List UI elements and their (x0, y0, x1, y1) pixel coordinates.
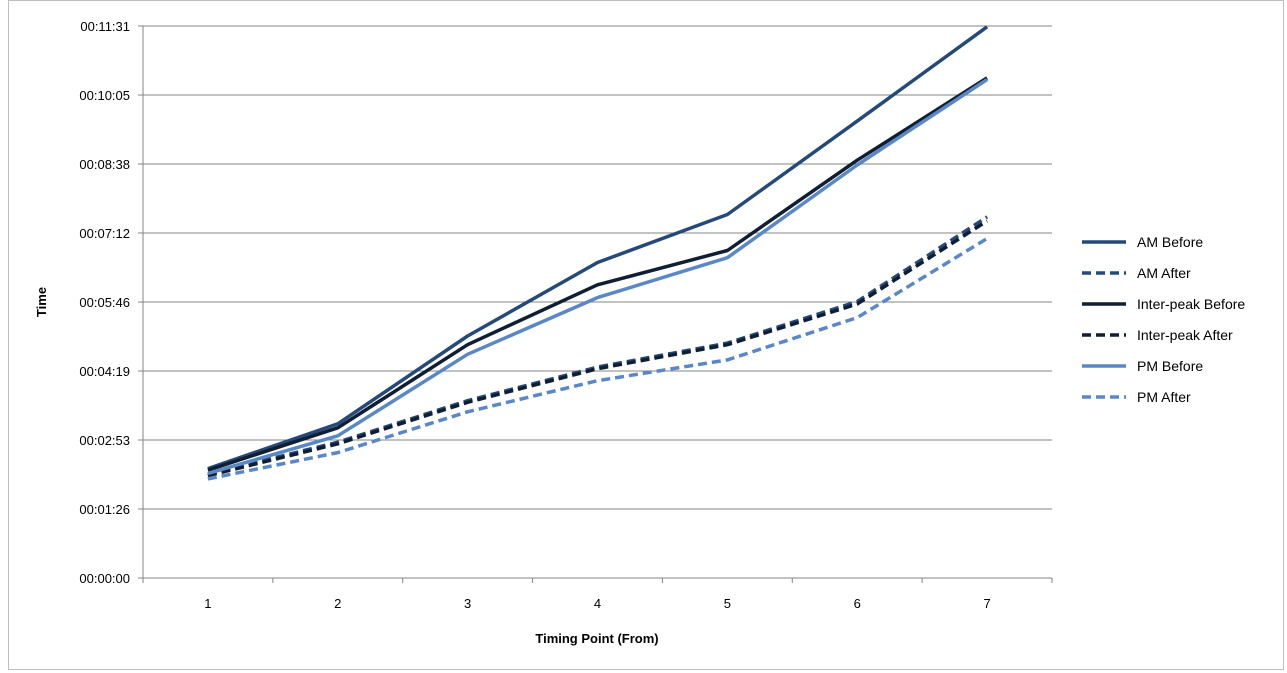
y-tick-label: 00:07:12 (79, 226, 130, 241)
x-tick-label: 5 (724, 596, 731, 611)
legend: AM Before AM After Inter-peak Before Inter-… (1082, 234, 1245, 405)
y-tick-label: 00:02:53 (79, 433, 130, 448)
y-tick-labels: 00:00:00 00:01:26 00:02:53 00:04:19 00:05:46… (79, 19, 130, 586)
axes (142, 26, 1052, 579)
y-tick-label: 00:00:00 (79, 571, 130, 586)
legend-label-pm-after: PM After (1137, 389, 1191, 405)
y-tick-label: 00:08:38 (79, 157, 130, 172)
gridlines (138, 25, 1052, 579)
x-tick-label: 1 (204, 596, 211, 611)
y-tick-label: 00:04:19 (79, 364, 130, 379)
series-lines (207, 25, 989, 481)
series-line-am-before (207, 25, 989, 471)
y-tick-label: 00:01:26 (79, 502, 130, 517)
chart-area (8, 0, 1284, 670)
legend-label-inter-peak-after: Inter-peak After (1137, 327, 1233, 343)
x-tick-label: 7 (983, 596, 990, 611)
legend-label-am-before: AM Before (1137, 234, 1203, 250)
series-line-pm-after (207, 237, 989, 481)
series-line-am-after (207, 215, 989, 476)
legend-label-am-after: AM After (1137, 265, 1191, 281)
y-tick-label: 00:05:46 (79, 295, 130, 310)
legend-label-inter-peak-before: Inter-peak Before (1137, 296, 1245, 312)
x-tick-label: 6 (854, 596, 861, 611)
y-tick-label: 00:10:05 (79, 88, 130, 103)
x-axis-title: Timing Point (From) (535, 631, 658, 646)
series-line-inter-peak-before (207, 76, 989, 472)
x-tick-label: 3 (464, 596, 471, 611)
y-axis-title: Time (34, 287, 49, 317)
y-tick-label: 00:11:31 (80, 19, 130, 34)
x-tick-label: 4 (594, 596, 601, 611)
legend-label-pm-before: PM Before (1137, 358, 1203, 374)
x-tick-label: 2 (334, 596, 341, 611)
x-tick-labels: 1 2 3 4 5 6 7 (142, 578, 1053, 611)
series-line-pm-before (207, 78, 989, 476)
series-line-inter-peak-after (207, 219, 989, 478)
